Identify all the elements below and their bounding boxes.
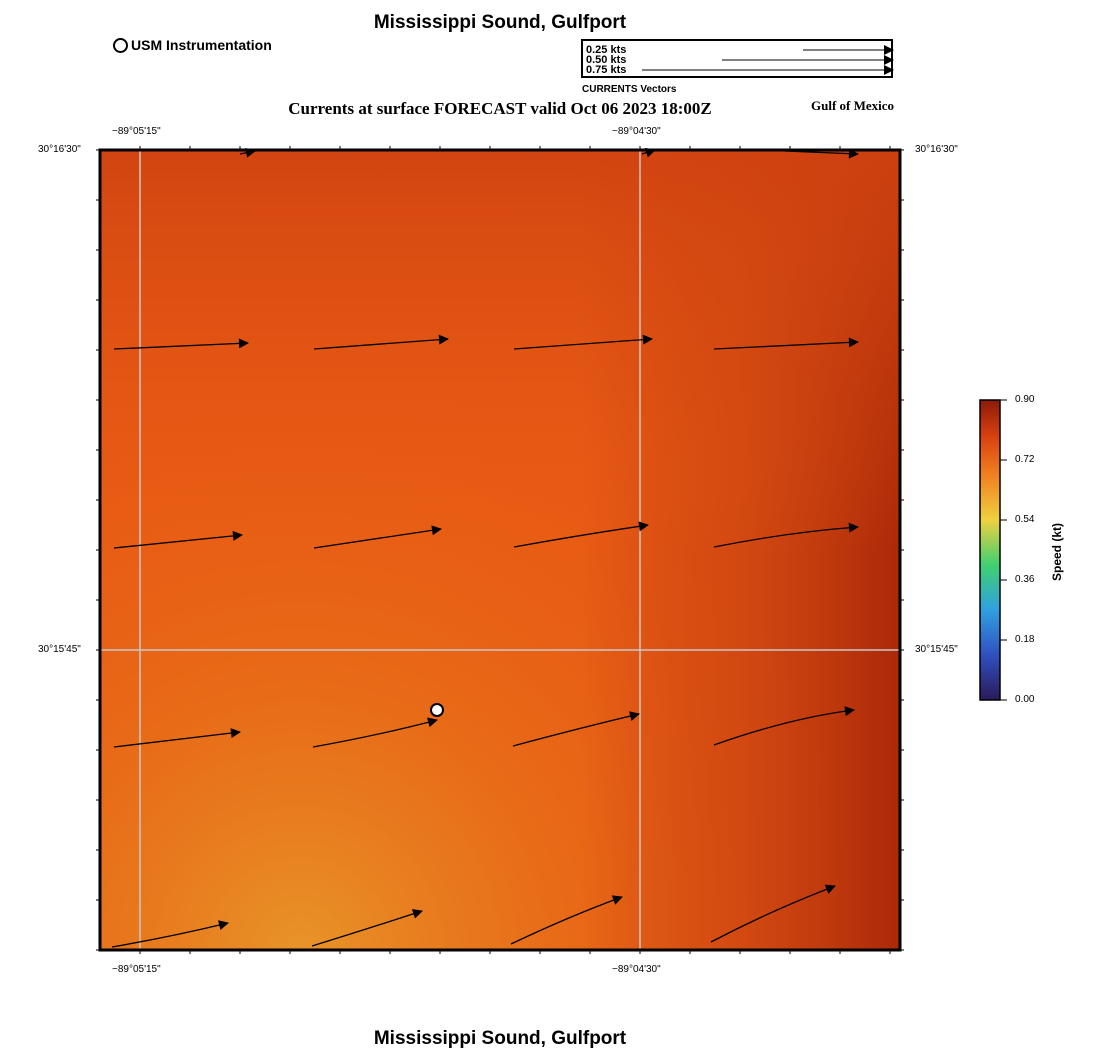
colorbar-tick-000: 0.00 xyxy=(1015,694,1035,705)
current-vector xyxy=(313,525,442,549)
current-vector xyxy=(513,334,653,350)
forecast-subtitle: Currents at surface FORECAST valid Oct 0… xyxy=(288,99,712,118)
map-bottom-title: Mississippi Sound, Gulfport xyxy=(373,1028,627,1049)
vector-legend: 0.25 kts 0.50 kts 0.75 kts xyxy=(581,39,893,78)
current-vector xyxy=(312,717,438,748)
current-vector xyxy=(510,895,623,945)
colorbar xyxy=(979,399,1007,701)
current-vector xyxy=(313,334,449,350)
current-vector xyxy=(710,884,836,943)
current-vector xyxy=(113,728,241,748)
current-vectors xyxy=(111,147,859,948)
circle-marker-icon xyxy=(113,37,128,53)
ticks-left xyxy=(96,149,100,951)
y-tick-right-1: 30°16'30" xyxy=(915,144,958,155)
map-title: Mississippi Sound, Gulfport xyxy=(373,12,627,33)
region-label: Gulf of Mexico xyxy=(811,98,895,113)
legend-label-075: 0.75 kts xyxy=(586,64,627,76)
colorbar-gradient xyxy=(979,399,1001,701)
current-vector xyxy=(239,147,256,158)
current-vector xyxy=(784,148,859,159)
current-vector xyxy=(512,711,640,747)
colorbar-tick-090: 0.90 xyxy=(1015,394,1035,405)
current-vector xyxy=(513,521,649,548)
graticule xyxy=(100,150,900,950)
current-vector xyxy=(111,920,229,948)
vector-legend-caption: CURRENTS Vectors xyxy=(582,84,677,95)
current-vector xyxy=(713,522,859,548)
colorbar-tick-036: 0.36 xyxy=(1015,574,1035,585)
x-tick-top-1: −89°05'15" xyxy=(112,126,161,137)
x-tick-top-2: −89°04'30" xyxy=(612,126,661,137)
y-tick-left-1: 30°16'30" xyxy=(38,144,81,155)
frame-ticks xyxy=(96,146,904,954)
legend-label-025: 0.25 kts xyxy=(586,44,627,56)
legend-label-050: 0.50 kts xyxy=(586,54,627,66)
station-legend: USM Instrumentation xyxy=(113,37,272,53)
station-legend-label: USM Instrumentation xyxy=(131,37,272,53)
current-vector xyxy=(641,147,656,158)
y-tick-right-2: 30°15'45" xyxy=(915,644,958,655)
colorbar-tick-054: 0.54 xyxy=(1015,514,1035,525)
colorbar-tick-072: 0.72 xyxy=(1015,454,1035,465)
x-tick-bottom-1: −89°05'15" xyxy=(112,964,161,975)
colorbar-tick-018: 0.18 xyxy=(1015,634,1035,645)
usm-station-marker xyxy=(430,703,444,717)
ticks-top xyxy=(139,146,891,150)
x-tick-bottom-2: −89°04'30" xyxy=(612,964,661,975)
y-tick-left-2: 30°15'45" xyxy=(38,644,81,655)
ticks-bottom xyxy=(139,950,891,954)
speed-field xyxy=(100,150,900,950)
colorbar-ticks xyxy=(1000,399,1007,701)
current-vector xyxy=(113,530,243,549)
current-vector xyxy=(311,909,423,947)
speed-field-top-zone xyxy=(100,150,900,950)
legend-arrows xyxy=(642,45,894,75)
colorbar-tick-marks xyxy=(1000,399,1007,701)
current-vector xyxy=(713,337,859,350)
current-vector xyxy=(113,338,249,350)
ticks-right xyxy=(900,149,904,951)
current-vector xyxy=(713,706,855,746)
